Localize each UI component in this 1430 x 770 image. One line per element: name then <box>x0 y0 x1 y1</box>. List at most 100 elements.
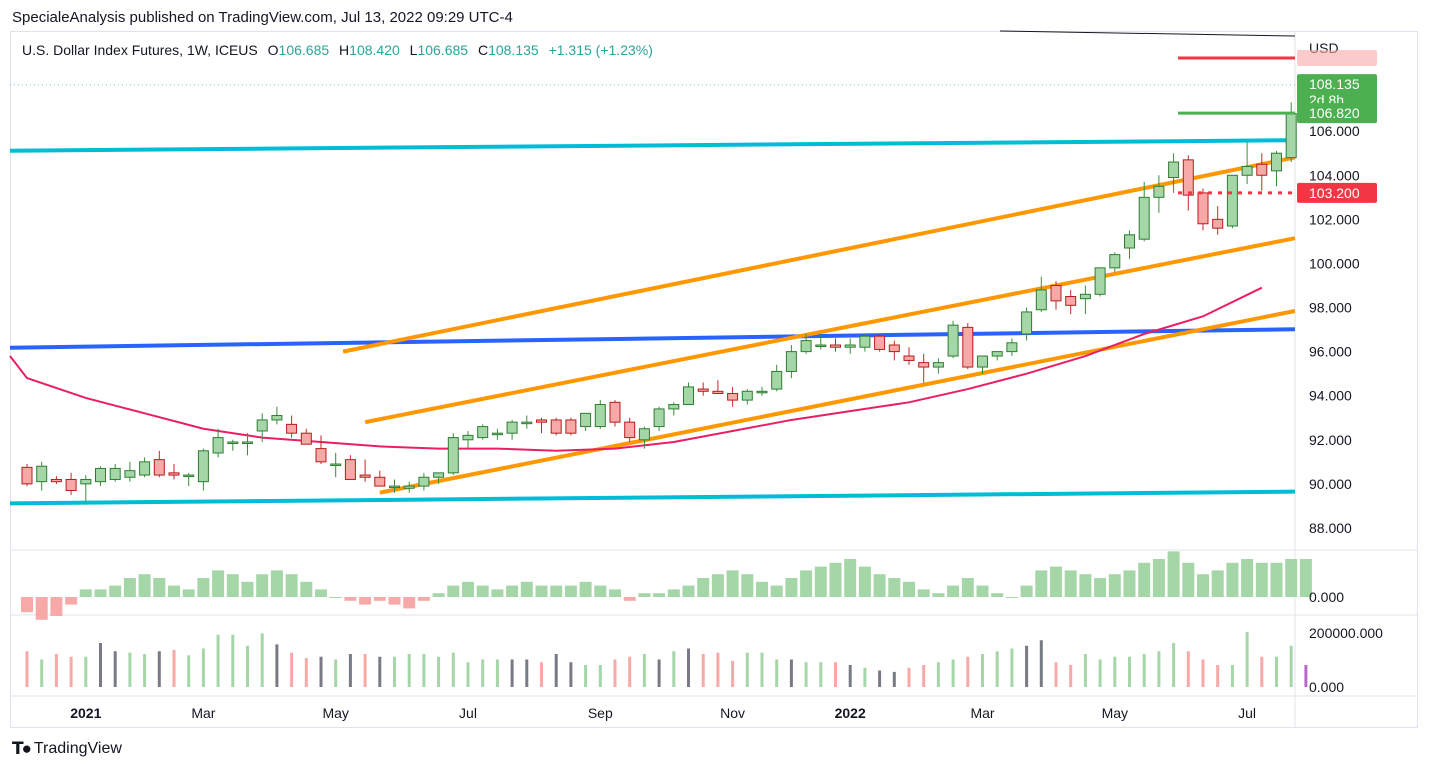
volume-bar <box>407 654 411 687</box>
candle-body <box>536 419 547 423</box>
support-cyan-line <box>9 489 1296 506</box>
histogram-bar <box>741 574 754 597</box>
volume-bar <box>201 648 205 687</box>
publisher-caption: SpecialeAnalysis published on TradingVie… <box>12 9 513 26</box>
histogram-bar <box>550 585 563 597</box>
candle-body <box>300 432 312 445</box>
histogram-bar <box>256 574 269 597</box>
candle-body <box>991 351 1003 357</box>
candle-body <box>888 344 900 353</box>
histogram-bar <box>609 589 621 597</box>
volume-bar <box>701 654 705 687</box>
histogram-bar <box>844 559 857 597</box>
volume-bar <box>1113 656 1117 687</box>
chart-legend: U.S. Dollar Index Futures, 1W, ICEUS O10… <box>22 42 653 58</box>
candle-body <box>315 448 327 463</box>
volume-bar <box>554 654 558 687</box>
volume-bar <box>1304 665 1308 687</box>
x-axis-tick-label: 2022 <box>835 705 866 721</box>
channel-mid-line <box>364 236 1296 425</box>
volume-bar <box>642 654 646 687</box>
volume-bar <box>495 659 499 687</box>
candle-body <box>874 335 886 350</box>
candle-body <box>697 388 709 392</box>
histogram-bar <box>300 581 313 597</box>
candle-body <box>1094 267 1106 295</box>
candle-body <box>491 432 503 436</box>
x-axis-tick-label: Jul <box>1238 705 1256 721</box>
volume-bar <box>54 654 58 687</box>
histogram-bar <box>976 585 989 597</box>
histogram-bar <box>947 585 960 597</box>
tradingview-brand[interactable]: 𝗧● TradingView <box>12 739 122 759</box>
volume-bar <box>466 662 470 687</box>
candle-body <box>1241 165 1253 176</box>
candle-body <box>477 426 489 439</box>
price-label-box <box>1297 182 1377 203</box>
histogram-bar <box>858 566 871 597</box>
tradingview-logo-icon: 𝗧● <box>12 739 32 758</box>
candle-body <box>447 437 459 474</box>
candle-body <box>286 423 298 434</box>
histogram-bar <box>1152 559 1165 597</box>
candle-body <box>565 419 577 434</box>
histogram-bar <box>212 570 225 597</box>
candle-body <box>830 344 841 348</box>
y-axis-tick-label: 102.000 <box>1309 211 1360 227</box>
candle-body <box>785 351 797 372</box>
histogram-bar <box>123 578 136 597</box>
candle-body <box>918 362 930 368</box>
x-axis-tick-label: May <box>1102 705 1128 721</box>
histogram-bar <box>359 597 372 605</box>
volume-bar <box>40 659 44 687</box>
histogram-bar <box>579 581 592 597</box>
histogram-bar <box>462 581 474 597</box>
histogram-bar <box>1020 585 1033 597</box>
volume-bar <box>540 662 543 687</box>
volume-bar <box>437 656 441 687</box>
y-axis-tick-label: 98.000 <box>1309 300 1352 316</box>
volume-bar <box>834 662 837 687</box>
volume-bar <box>451 652 455 687</box>
histogram-bar <box>961 578 974 597</box>
candle-body <box>50 478 62 483</box>
histogram-bar <box>476 585 489 597</box>
volume-bar <box>246 645 249 687</box>
candle-body <box>653 408 665 428</box>
volume-bar <box>1039 640 1043 687</box>
volume-bar <box>598 665 602 687</box>
volume-bar <box>819 662 823 687</box>
volume-bar <box>687 648 690 687</box>
histogram-bar <box>153 578 166 597</box>
candle-body <box>256 419 268 432</box>
volume-bar <box>1128 656 1131 687</box>
candle-body <box>1006 342 1018 353</box>
histogram-bar <box>1285 559 1298 597</box>
volume-bar <box>848 665 852 687</box>
volume-bar <box>1172 643 1176 687</box>
candle-body <box>1212 218 1224 229</box>
legend-symbol[interactable]: U.S. Dollar Index Futures, 1W, ICEUS <box>22 42 258 58</box>
moving-average-line <box>9 286 1263 452</box>
histogram-bar <box>991 593 1004 597</box>
histogram-bar <box>932 593 945 597</box>
volume-axis-label: 200000.000 <box>1309 625 1383 641</box>
volume-bar <box>804 662 808 687</box>
volume-bar <box>319 656 323 687</box>
price-label-text: 106.820 <box>1309 105 1360 121</box>
volume-bar <box>584 665 588 687</box>
volume-bar <box>775 659 779 687</box>
volume-bar <box>613 659 617 687</box>
histogram-bar <box>888 578 901 597</box>
volume-bar <box>892 671 896 687</box>
candle-body <box>1226 174 1238 227</box>
histogram-bar <box>241 581 254 597</box>
histogram-bar <box>653 593 666 597</box>
candle-body <box>330 463 342 467</box>
volume-bar <box>1216 665 1220 687</box>
histogram-bar <box>535 585 548 597</box>
histogram-bar <box>168 585 180 597</box>
histogram-bar <box>1270 562 1283 597</box>
histogram-bar <box>873 574 886 597</box>
